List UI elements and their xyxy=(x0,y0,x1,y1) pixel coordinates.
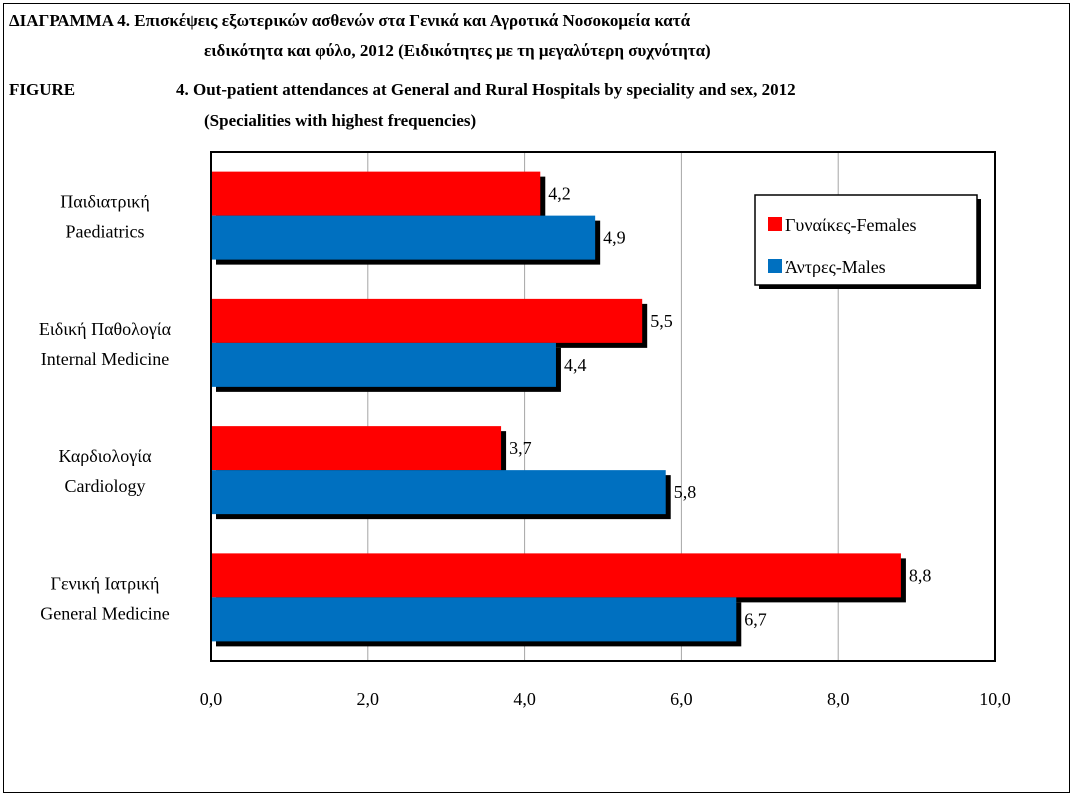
data-label: 5,5 xyxy=(650,311,673,331)
legend-label: Γυναίκες-Females xyxy=(785,215,916,235)
data-label: 6,7 xyxy=(744,609,767,629)
greek-title-line-2: ειδικότητα και φύλο, 2012 (Ειδικότητες μ… xyxy=(204,41,711,60)
bar xyxy=(211,298,643,343)
x-tick-label: 8,0 xyxy=(827,689,850,709)
legend-swatch xyxy=(768,259,782,273)
bar xyxy=(211,470,666,515)
bar xyxy=(211,597,737,642)
legend-box xyxy=(754,194,978,286)
x-tick-label: 10,0 xyxy=(979,689,1011,709)
data-label: 4,9 xyxy=(603,228,626,248)
plot-area-border xyxy=(210,151,996,662)
x-tick-label: 0,0 xyxy=(200,689,223,709)
figure-label: FIGURE xyxy=(9,80,76,99)
bar xyxy=(211,171,541,216)
data-label: 4,4 xyxy=(564,355,587,375)
category-label-greek: Καρδιολογία xyxy=(58,446,152,466)
category-label-greek: Παιδιατρική xyxy=(60,192,150,212)
category-label-greek: Ειδική Παθολογία xyxy=(39,319,172,339)
data-label: 3,7 xyxy=(509,438,531,458)
bar xyxy=(211,215,596,260)
bar xyxy=(211,553,901,598)
english-title-line-2: (Specialities with highest frequencies) xyxy=(204,111,477,130)
bar xyxy=(211,426,502,471)
x-tick-label: 4,0 xyxy=(513,689,536,709)
bar xyxy=(211,342,556,387)
category-label-english: Internal Medicine xyxy=(41,349,169,369)
data-label: 8,8 xyxy=(909,565,932,585)
data-label: 5,8 xyxy=(674,482,697,502)
category-label-english: Paediatrics xyxy=(66,222,145,242)
english-title-line-1: 4. Out-patient attendances at General an… xyxy=(176,80,796,99)
legend-swatch xyxy=(768,217,782,231)
category-label-english: Cardiology xyxy=(65,476,146,496)
x-tick-label: 2,0 xyxy=(357,689,380,709)
data-label: 4,2 xyxy=(548,184,571,204)
greek-title-line-1: ΔΙΑΓΡΑΜΜΑ 4. Επισκέψεις εξωτερικών ασθεν… xyxy=(9,11,691,30)
legend-label: Άντρες-Males xyxy=(785,257,886,277)
category-label-english: General Medicine xyxy=(40,603,169,623)
x-tick-label: 6,0 xyxy=(670,689,693,709)
category-label-greek: Γενική Ιατρική xyxy=(51,573,160,593)
